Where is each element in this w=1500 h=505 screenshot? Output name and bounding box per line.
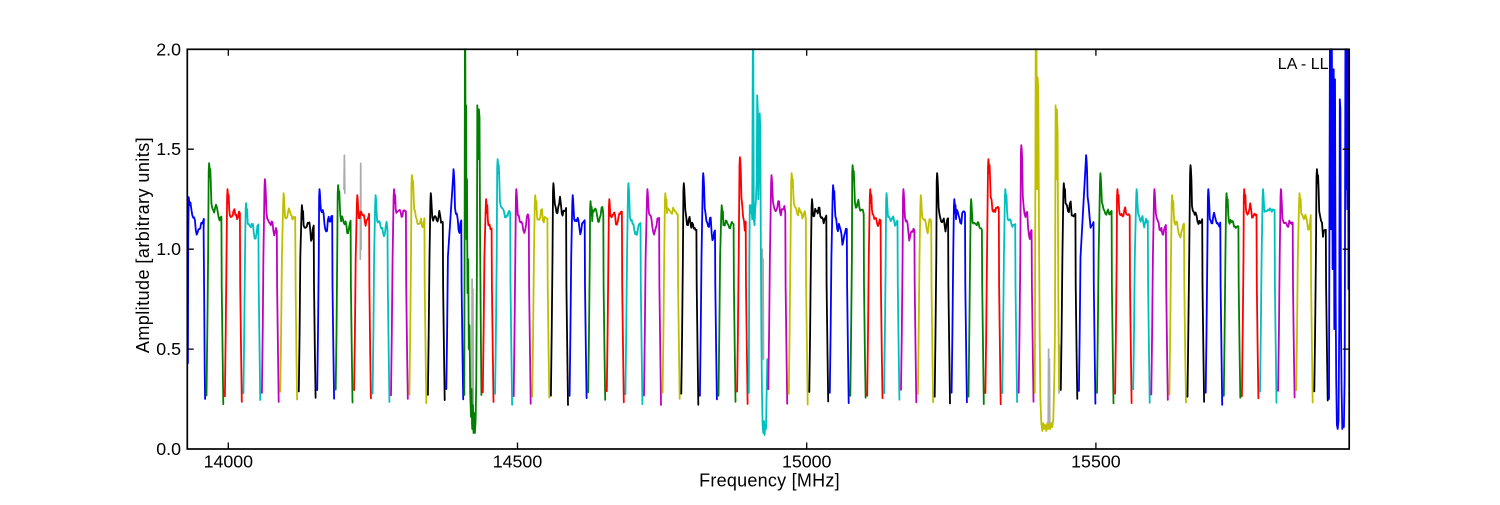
svg-text:14500: 14500: [493, 452, 543, 472]
svg-text:LA - LL: LA - LL: [1278, 56, 1329, 73]
svg-text:14000: 14000: [204, 452, 254, 472]
svg-text:1.5: 1.5: [156, 139, 181, 159]
svg-text:Amplitude [arbitrary units]: Amplitude [arbitrary units]: [133, 137, 153, 353]
svg-text:2.0: 2.0: [156, 39, 181, 59]
svg-text:Frequency [MHz]: Frequency [MHz]: [699, 471, 840, 491]
svg-text:15000: 15000: [782, 452, 832, 472]
svg-text:1.0: 1.0: [156, 239, 181, 259]
svg-text:15500: 15500: [1071, 452, 1121, 472]
svg-text:0.0: 0.0: [156, 439, 181, 459]
svg-text:0.5: 0.5: [156, 339, 181, 359]
